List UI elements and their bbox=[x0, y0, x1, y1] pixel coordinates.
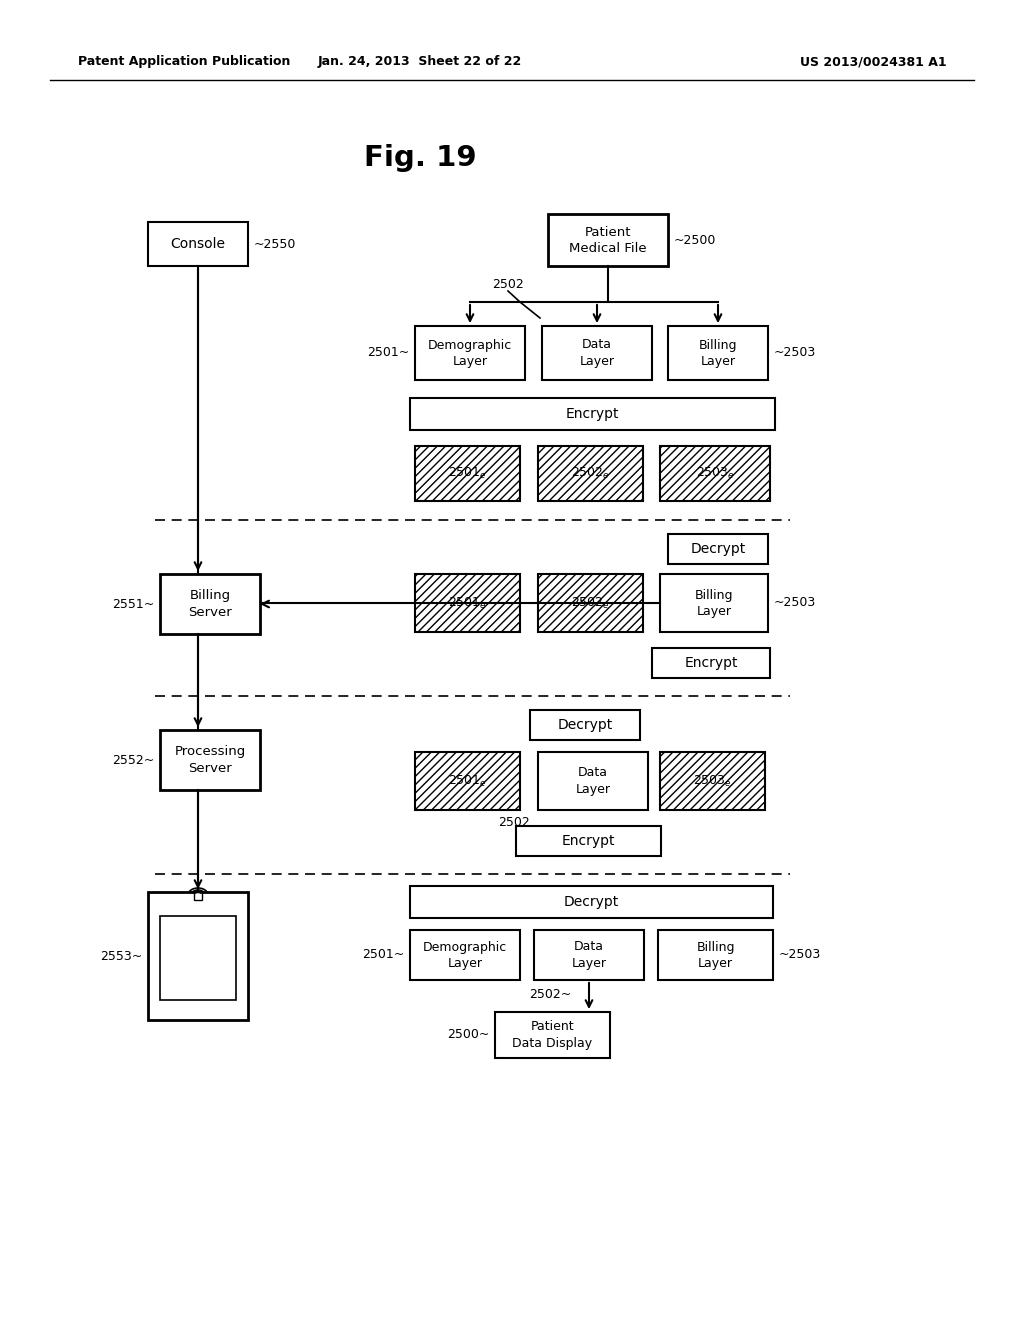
Text: Billing: Billing bbox=[696, 940, 735, 953]
Bar bbox=[542, 326, 652, 380]
Text: 2553~: 2553~ bbox=[99, 949, 142, 962]
Bar bbox=[415, 752, 520, 810]
Text: Billing: Billing bbox=[189, 590, 230, 602]
Bar bbox=[668, 535, 768, 564]
Text: Fig. 19: Fig. 19 bbox=[364, 144, 476, 172]
Bar bbox=[516, 826, 662, 855]
Bar bbox=[538, 752, 648, 810]
Text: Data: Data bbox=[582, 338, 612, 351]
Text: Medical File: Medical File bbox=[569, 242, 647, 255]
Text: Billing: Billing bbox=[694, 589, 733, 602]
Bar bbox=[660, 574, 768, 632]
Bar bbox=[538, 574, 643, 632]
Bar bbox=[410, 886, 773, 917]
Text: $2502_e$: $2502_e$ bbox=[571, 595, 610, 611]
Text: Billing: Billing bbox=[698, 338, 737, 351]
Bar bbox=[660, 752, 765, 810]
Text: $2501_e$: $2501_e$ bbox=[449, 466, 487, 480]
Bar bbox=[668, 326, 768, 380]
Text: $2503_e$: $2503_e$ bbox=[693, 774, 732, 788]
Text: Encrypt: Encrypt bbox=[565, 407, 620, 421]
Text: Layer: Layer bbox=[575, 783, 610, 796]
Bar bbox=[415, 446, 520, 502]
Text: 2502~: 2502~ bbox=[528, 987, 571, 1001]
Text: 2501~: 2501~ bbox=[367, 346, 409, 359]
Text: Encrypt: Encrypt bbox=[684, 656, 737, 671]
Text: 2502: 2502 bbox=[499, 816, 530, 829]
Text: Layer: Layer bbox=[696, 605, 731, 618]
Text: Server: Server bbox=[188, 606, 231, 619]
Text: ~2503: ~2503 bbox=[779, 949, 821, 961]
Bar bbox=[194, 892, 202, 900]
Bar bbox=[652, 648, 770, 678]
Text: Decrypt: Decrypt bbox=[690, 543, 745, 556]
Bar bbox=[495, 1012, 610, 1059]
Bar bbox=[415, 574, 520, 632]
Text: ~2500: ~2500 bbox=[674, 234, 717, 247]
Text: 2500~: 2500~ bbox=[446, 1028, 489, 1041]
Text: Data Display: Data Display bbox=[512, 1036, 593, 1049]
Bar bbox=[148, 892, 248, 1020]
Text: Data: Data bbox=[578, 767, 608, 780]
Text: ~2550: ~2550 bbox=[254, 238, 296, 251]
Text: $2503_e$: $2503_e$ bbox=[695, 466, 734, 480]
Text: $2501_e$: $2501_e$ bbox=[449, 595, 487, 611]
Bar bbox=[410, 399, 775, 430]
Bar bbox=[148, 222, 248, 267]
Text: Patient: Patient bbox=[585, 226, 631, 239]
Text: 2501~: 2501~ bbox=[361, 949, 404, 961]
Text: Layer: Layer bbox=[698, 957, 733, 969]
Text: Demographic: Demographic bbox=[428, 338, 512, 351]
Text: Patent Application Publication: Patent Application Publication bbox=[78, 55, 291, 69]
Text: Decrypt: Decrypt bbox=[557, 718, 612, 733]
Bar bbox=[160, 574, 260, 634]
Bar bbox=[415, 326, 525, 380]
Text: ~2503: ~2503 bbox=[774, 346, 816, 359]
Text: 2552~: 2552~ bbox=[112, 754, 154, 767]
Text: Decrypt: Decrypt bbox=[564, 895, 620, 909]
Text: Layer: Layer bbox=[700, 355, 735, 367]
Text: 2502: 2502 bbox=[493, 279, 524, 292]
Bar bbox=[658, 931, 773, 979]
Bar bbox=[534, 931, 644, 979]
Text: Console: Console bbox=[171, 238, 225, 251]
Text: Layer: Layer bbox=[571, 957, 606, 969]
Text: 2551~: 2551~ bbox=[112, 598, 154, 610]
Text: Data: Data bbox=[574, 940, 604, 953]
Bar bbox=[548, 214, 668, 267]
Text: ~2503: ~2503 bbox=[774, 597, 816, 610]
Text: $2502_e$: $2502_e$ bbox=[571, 466, 610, 480]
Text: Layer: Layer bbox=[580, 355, 614, 367]
Text: Layer: Layer bbox=[453, 355, 487, 367]
Bar bbox=[410, 931, 520, 979]
Text: $2501_e$: $2501_e$ bbox=[449, 774, 487, 788]
Bar bbox=[660, 446, 770, 502]
Text: US 2013/0024381 A1: US 2013/0024381 A1 bbox=[800, 55, 946, 69]
Text: Processing: Processing bbox=[174, 746, 246, 759]
Text: Jan. 24, 2013  Sheet 22 of 22: Jan. 24, 2013 Sheet 22 of 22 bbox=[317, 55, 522, 69]
Text: Server: Server bbox=[188, 763, 231, 776]
Text: Encrypt: Encrypt bbox=[562, 834, 615, 847]
Bar bbox=[538, 446, 643, 502]
Bar bbox=[530, 710, 640, 741]
Text: Layer: Layer bbox=[447, 957, 482, 969]
Text: Patient: Patient bbox=[530, 1020, 574, 1034]
Bar bbox=[160, 916, 236, 1001]
Bar bbox=[160, 730, 260, 789]
Text: Demographic: Demographic bbox=[423, 940, 507, 953]
